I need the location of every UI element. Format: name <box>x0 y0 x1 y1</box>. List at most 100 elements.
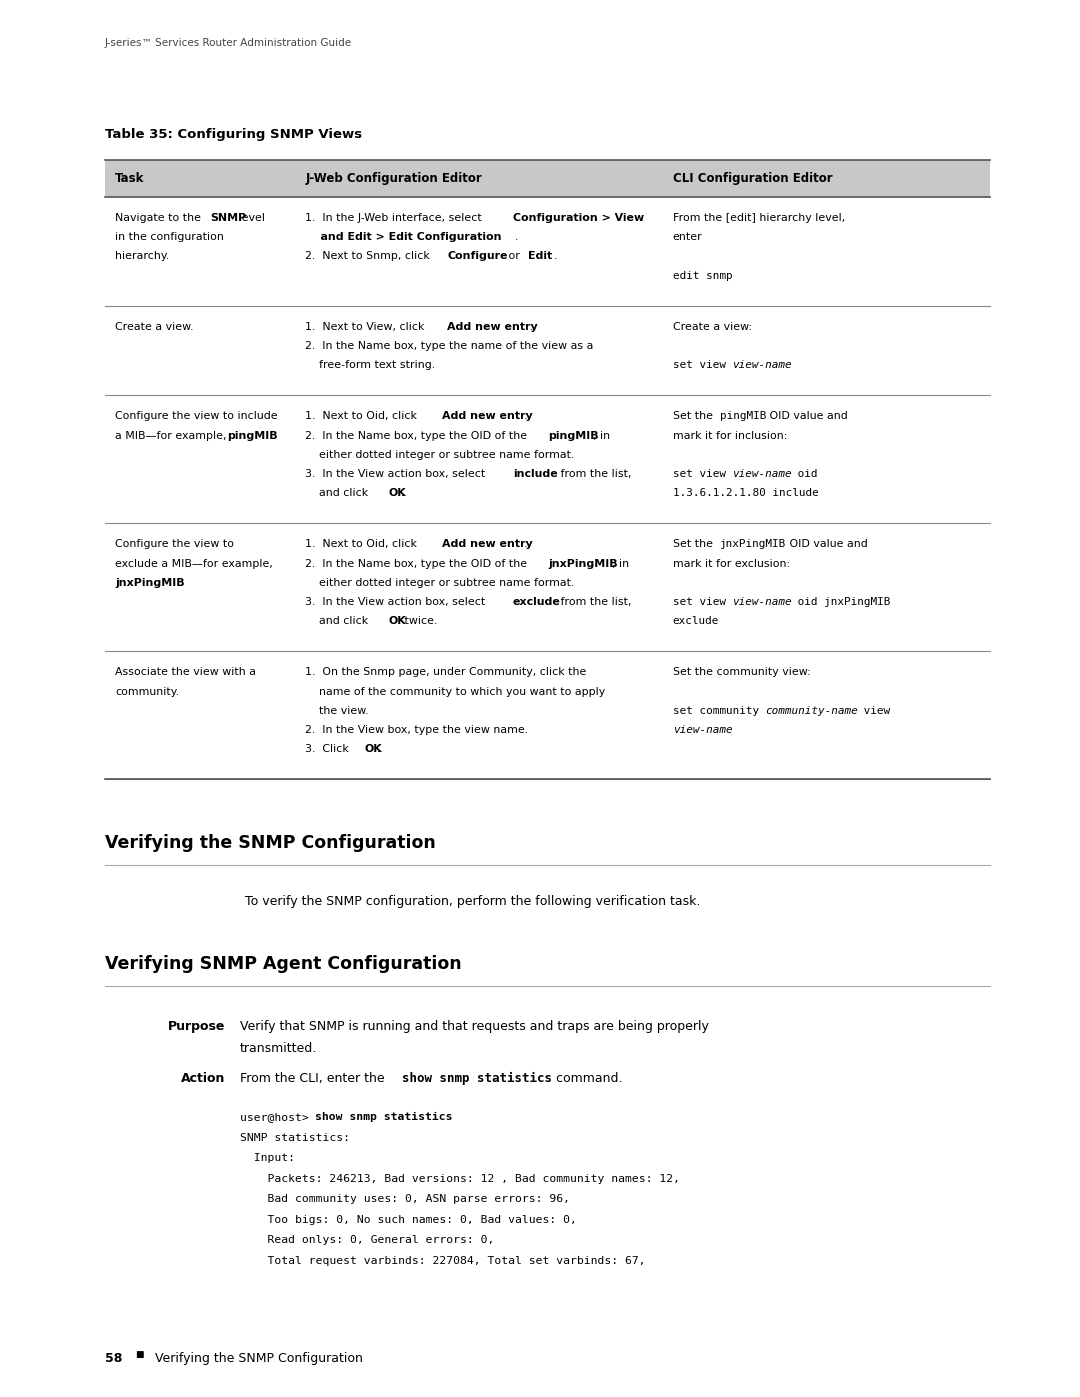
Text: Verifying the SNMP Configuration: Verifying the SNMP Configuration <box>156 1352 363 1365</box>
Text: jnxPingMIB: jnxPingMIB <box>549 559 618 569</box>
Text: 3.  In the View action box, select: 3. In the View action box, select <box>306 597 489 608</box>
Text: include: include <box>513 469 557 479</box>
Text: CLI Configuration Editor: CLI Configuration Editor <box>673 172 833 184</box>
Text: .: . <box>272 430 275 440</box>
Text: edit snmp: edit snmp <box>673 271 732 281</box>
Text: Configure the view to: Configure the view to <box>114 539 234 549</box>
Text: and Edit > Edit Configuration: and Edit > Edit Configuration <box>306 232 502 242</box>
Text: ■: ■ <box>135 1350 144 1359</box>
Text: level: level <box>235 212 266 224</box>
Text: 1.  In the J-Web interface, select: 1. In the J-Web interface, select <box>306 212 486 224</box>
Text: oid: oid <box>792 469 818 479</box>
Text: 2.  In the Name box, type the OID of the: 2. In the Name box, type the OID of the <box>306 559 531 569</box>
Text: .: . <box>554 251 557 261</box>
Text: Verifying the SNMP Configuration: Verifying the SNMP Configuration <box>105 834 435 852</box>
Text: 3.  Click: 3. Click <box>306 745 352 754</box>
Text: in the configuration: in the configuration <box>114 232 224 242</box>
Text: jnxPingMIB: jnxPingMIB <box>720 539 786 549</box>
Text: 1.  On the Snmp page, under Community, click the: 1. On the Snmp page, under Community, cl… <box>306 668 586 678</box>
Text: transmitted.: transmitted. <box>240 1042 318 1055</box>
Text: oid jnxPingMIB: oid jnxPingMIB <box>792 597 891 608</box>
Text: J-series™ Services Router Administration Guide: J-series™ Services Router Administration… <box>105 38 352 47</box>
Text: from the list,: from the list, <box>557 469 632 479</box>
Text: Too bigs: 0, No such names: 0, Bad values: 0,: Too bigs: 0, No such names: 0, Bad value… <box>240 1215 577 1225</box>
Text: Create a view:: Create a view: <box>673 321 752 332</box>
Text: show snmp statistics: show snmp statistics <box>402 1073 552 1085</box>
Text: enter: enter <box>673 232 702 242</box>
Text: Table 35: Configuring SNMP Views: Table 35: Configuring SNMP Views <box>105 129 362 141</box>
Text: .: . <box>524 539 528 549</box>
Text: 2.  In the Name box, type the OID of the: 2. In the Name box, type the OID of the <box>306 430 531 440</box>
Text: Verifying SNMP Agent Configuration: Verifying SNMP Agent Configuration <box>105 956 461 974</box>
Text: 58: 58 <box>105 1352 122 1365</box>
Text: free-form text string.: free-form text string. <box>306 360 435 370</box>
Text: 1.  Next to Oid, click: 1. Next to Oid, click <box>306 539 420 549</box>
Text: Verify that SNMP is running and that requests and traps are being properly: Verify that SNMP is running and that req… <box>240 1020 708 1034</box>
Text: Add new entry: Add new entry <box>447 321 538 332</box>
Text: and click: and click <box>306 616 372 626</box>
Text: Bad community uses: 0, ASN parse errors: 96,: Bad community uses: 0, ASN parse errors:… <box>240 1194 570 1204</box>
Text: 1.  Next to Oid, click: 1. Next to Oid, click <box>306 411 420 422</box>
Text: .: . <box>178 578 183 588</box>
Text: either dotted integer or subtree name format.: either dotted integer or subtree name fo… <box>306 578 575 588</box>
Text: set view: set view <box>673 360 732 370</box>
Text: Add new entry: Add new entry <box>442 411 532 422</box>
Text: pingMIB: pingMIB <box>720 411 767 422</box>
Text: pingMIB: pingMIB <box>228 430 279 440</box>
Text: SNMP: SNMP <box>210 212 246 224</box>
Text: command.: command. <box>552 1073 623 1085</box>
Text: OK: OK <box>388 616 406 626</box>
Text: mark it for exclusion:: mark it for exclusion: <box>673 559 789 569</box>
Text: , in: , in <box>593 430 610 440</box>
Text: Input:: Input: <box>240 1154 295 1164</box>
Text: twice.: twice. <box>401 616 437 626</box>
Text: OK: OK <box>388 488 406 499</box>
Text: Read onlys: 0, General errors: 0,: Read onlys: 0, General errors: 0, <box>240 1235 495 1245</box>
Text: Action: Action <box>180 1073 225 1085</box>
Text: Set the: Set the <box>673 539 716 549</box>
Text: show snmp statistics: show snmp statistics <box>315 1112 453 1122</box>
Text: .: . <box>377 745 380 754</box>
Text: 2.  In the Name box, type the name of the view as a: 2. In the Name box, type the name of the… <box>306 341 594 351</box>
Text: .: . <box>524 411 528 422</box>
Text: Associate the view with a: Associate the view with a <box>114 668 256 678</box>
Text: .: . <box>401 488 404 499</box>
Text: From the CLI, enter the: From the CLI, enter the <box>240 1073 389 1085</box>
Text: Configure the view to include: Configure the view to include <box>114 411 278 422</box>
Text: Navigate to the: Navigate to the <box>114 212 204 224</box>
Text: Set the: Set the <box>673 411 716 422</box>
Text: Configure: Configure <box>447 251 508 261</box>
Text: and click: and click <box>306 488 372 499</box>
Text: OID value and: OID value and <box>766 411 848 422</box>
Text: exclude: exclude <box>673 616 719 626</box>
Text: 2.  Next to Snmp, click: 2. Next to Snmp, click <box>306 251 433 261</box>
Text: .: . <box>515 232 518 242</box>
Text: OID value and: OID value and <box>786 539 867 549</box>
Text: from the list,: from the list, <box>557 597 632 608</box>
Text: view: view <box>858 705 890 715</box>
Text: the view.: the view. <box>306 705 369 715</box>
Text: set community: set community <box>673 705 766 715</box>
Text: OK: OK <box>365 745 382 754</box>
Text: or: or <box>504 251 523 261</box>
Text: community.: community. <box>114 686 179 697</box>
Text: From the [edit] hierarchy level,: From the [edit] hierarchy level, <box>673 212 845 224</box>
Text: exclude: exclude <box>513 597 561 608</box>
Text: set view: set view <box>673 597 732 608</box>
Text: pingMIB: pingMIB <box>549 430 598 440</box>
Text: a MIB—for example,: a MIB—for example, <box>114 430 230 440</box>
Text: Purpose: Purpose <box>167 1020 225 1034</box>
Text: view-name: view-name <box>732 469 792 479</box>
Text: To verify the SNMP configuration, perform the following verification task.: To verify the SNMP configuration, perfor… <box>245 895 700 908</box>
Text: 1.3.6.1.2.1.80 include: 1.3.6.1.2.1.80 include <box>673 488 819 499</box>
Text: , in: , in <box>612 559 629 569</box>
Text: 2.  In the View box, type the view name.: 2. In the View box, type the view name. <box>306 725 528 735</box>
Text: view-name: view-name <box>732 360 792 370</box>
Text: Add new entry: Add new entry <box>442 539 532 549</box>
Text: .: . <box>530 321 534 332</box>
Text: exclude a MIB—for example,: exclude a MIB—for example, <box>114 559 273 569</box>
Text: user@host>: user@host> <box>240 1112 315 1122</box>
Text: either dotted integer or subtree name format.: either dotted integer or subtree name fo… <box>306 450 575 460</box>
Text: 1.  Next to View, click: 1. Next to View, click <box>306 321 428 332</box>
Text: Edit: Edit <box>528 251 553 261</box>
